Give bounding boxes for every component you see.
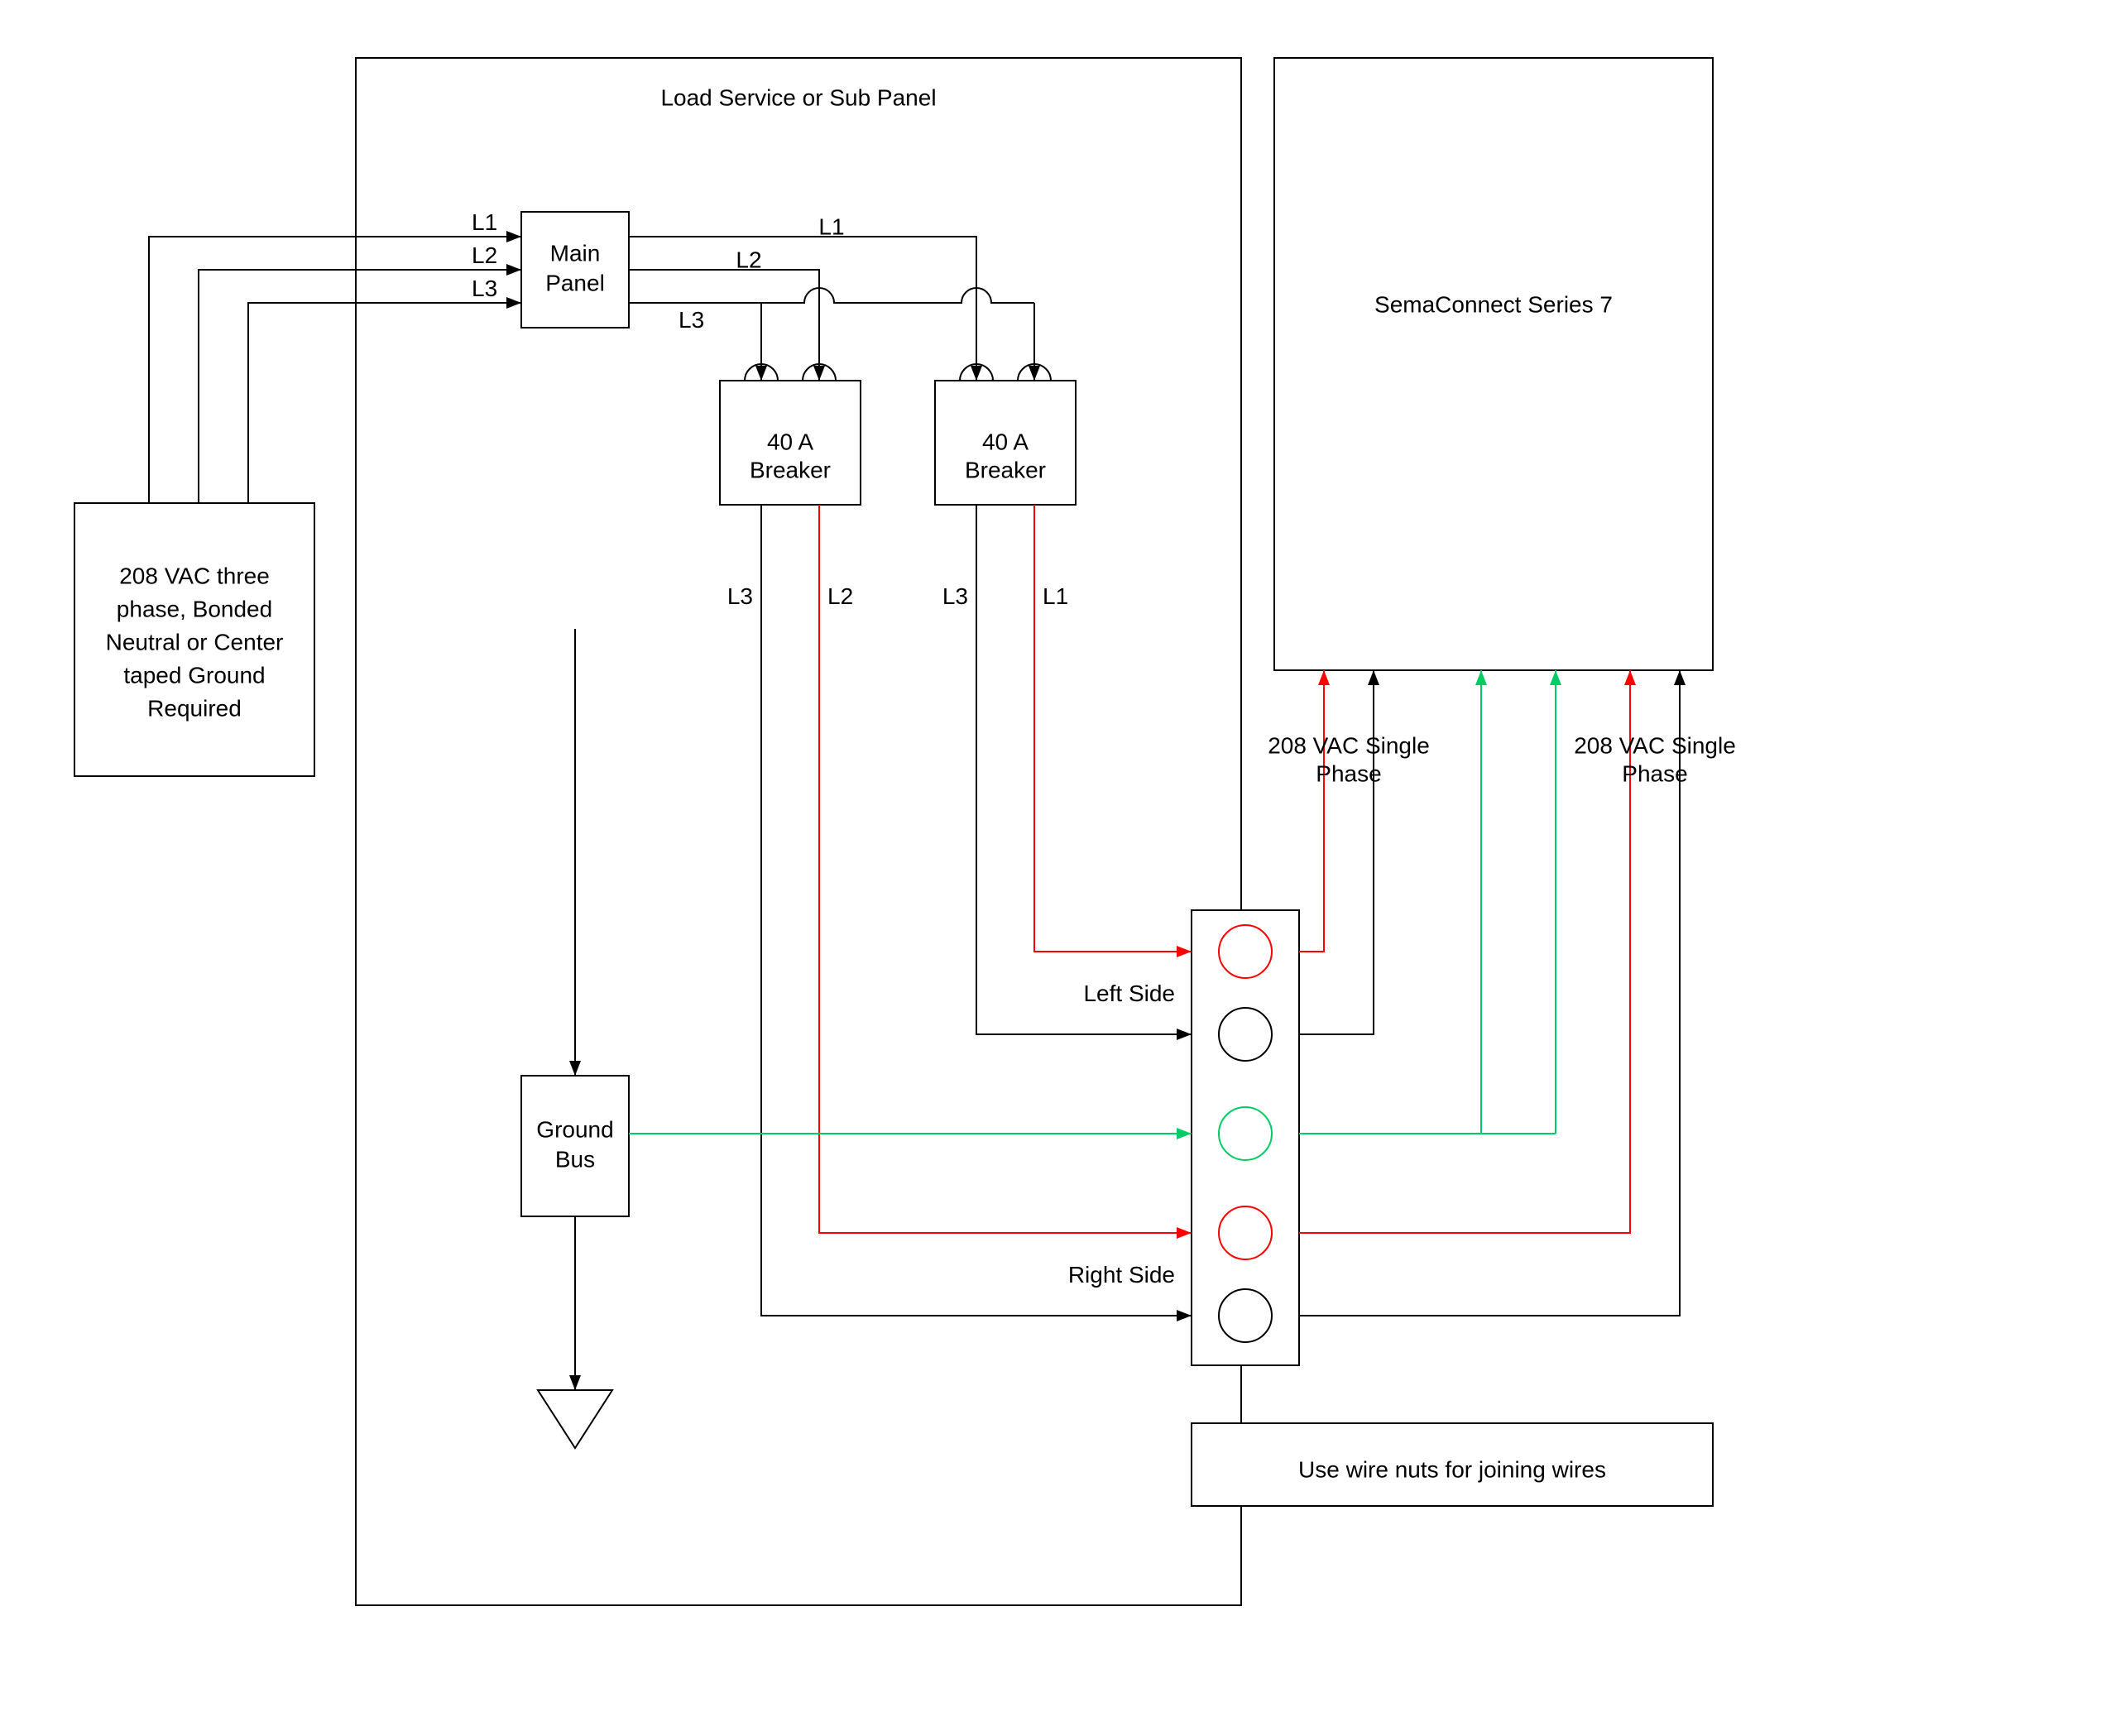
label-text: Phase xyxy=(1622,760,1687,786)
label-text: Ground xyxy=(536,1116,613,1142)
wire xyxy=(1299,670,1324,952)
label-text: Right Side xyxy=(1068,1262,1175,1288)
label-text: L1 xyxy=(818,213,844,239)
label-text: Main xyxy=(550,240,601,266)
label-text: L1 xyxy=(1043,583,1068,609)
label-text: 208 VAC three xyxy=(119,563,270,588)
label-text: taped Ground xyxy=(123,662,265,688)
label-text: L2 xyxy=(827,583,853,609)
label-text: 208 VAC Single xyxy=(1268,732,1430,758)
wire xyxy=(1475,670,1487,685)
label-text: Breaker xyxy=(750,457,831,482)
label-text: L3 xyxy=(472,276,497,301)
label-text: 40 A xyxy=(767,429,813,454)
label-text: 208 VAC Single xyxy=(1574,732,1736,758)
label-text: Bus xyxy=(555,1146,595,1172)
label-text: Left Side xyxy=(1083,981,1175,1006)
label-text: L3 xyxy=(727,583,753,609)
label-text: L2 xyxy=(472,242,497,268)
wire xyxy=(1624,670,1636,685)
wire xyxy=(1299,670,1374,1034)
label-text: L3 xyxy=(942,583,968,609)
label-text: Panel xyxy=(545,270,605,295)
label-text: Required xyxy=(147,695,242,721)
wire xyxy=(1368,670,1379,685)
label-text: L1 xyxy=(472,209,497,235)
semaconnect-box xyxy=(1274,58,1713,670)
label-text: SemaConnect Series 7 xyxy=(1374,291,1613,317)
label-text: L3 xyxy=(679,307,704,333)
label-text: Load Service or Sub Panel xyxy=(660,84,936,110)
label-text: Phase xyxy=(1316,760,1381,786)
label-text: Neutral or Center xyxy=(106,629,284,655)
label-text: L2 xyxy=(736,247,761,272)
wire xyxy=(1674,670,1686,685)
label-text: Use wire nuts for joining wires xyxy=(1298,1456,1606,1482)
label-text: 40 A xyxy=(982,429,1029,454)
wire xyxy=(1318,670,1330,685)
wire xyxy=(1550,670,1561,685)
label-text: Breaker xyxy=(965,457,1046,482)
label-text: phase, Bonded xyxy=(117,596,272,621)
